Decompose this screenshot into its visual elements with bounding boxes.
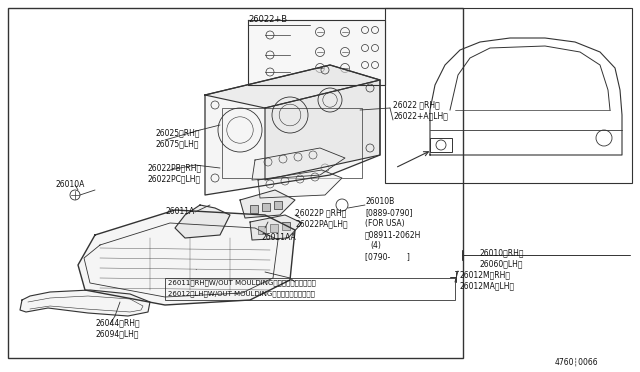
Bar: [262, 203, 270, 211]
Polygon shape: [205, 65, 380, 108]
Text: 26011A: 26011A: [165, 207, 195, 216]
Text: 4760┆0066: 4760┆0066: [555, 358, 598, 367]
Text: 26022+A〈LH〉: 26022+A〈LH〉: [393, 111, 448, 120]
Polygon shape: [250, 215, 302, 240]
Text: 26010〈RH〉: 26010〈RH〉: [480, 248, 525, 257]
Polygon shape: [252, 148, 345, 180]
Polygon shape: [258, 170, 342, 198]
Bar: [430, 138, 452, 152]
Text: 26022+B: 26022+B: [248, 15, 287, 24]
Bar: [385, 8, 632, 183]
Text: 26010B: 26010B: [365, 197, 394, 206]
Bar: [222, 108, 362, 178]
Text: 26022PA〈LH〉: 26022PA〈LH〉: [295, 219, 348, 228]
Text: 26022P 〈RH〉: 26022P 〈RH〉: [295, 208, 346, 217]
Text: [0790-       ]: [0790- ]: [365, 252, 410, 261]
Polygon shape: [248, 20, 385, 85]
Text: 26094〈LH〉: 26094〈LH〉: [95, 329, 138, 338]
Polygon shape: [205, 65, 380, 195]
Text: 26012〈LH〉W/OUT MOULDING（モールディング無）: 26012〈LH〉W/OUT MOULDING（モールディング無）: [168, 290, 315, 296]
Bar: [165, 278, 455, 300]
Bar: [8, 8, 463, 358]
Bar: [250, 205, 258, 213]
Text: 26075〈LH〉: 26075〈LH〉: [155, 139, 198, 148]
Text: .: .: [194, 263, 196, 272]
Text: 26022PC〈LH〉: 26022PC〈LH〉: [148, 174, 201, 183]
Polygon shape: [240, 190, 295, 218]
Text: 26060〈LH〉: 26060〈LH〉: [480, 259, 524, 268]
Bar: [258, 226, 266, 234]
Text: 26022PB〈RH〉: 26022PB〈RH〉: [148, 163, 202, 172]
Polygon shape: [78, 210, 295, 305]
Text: 26011〈RH〉W/OUT MOULDING（モールディング無）: 26011〈RH〉W/OUT MOULDING（モールディング無）: [168, 279, 316, 286]
Text: 26022 〈RH〉: 26022 〈RH〉: [393, 100, 440, 109]
Text: 26044〈RH〉: 26044〈RH〉: [95, 318, 140, 327]
Text: 26012MA〈LH〉: 26012MA〈LH〉: [460, 281, 515, 290]
Bar: [274, 201, 282, 209]
Bar: [282, 222, 290, 230]
Text: ⓝ08911-2062H: ⓝ08911-2062H: [365, 230, 421, 239]
Text: [0889-0790]: [0889-0790]: [365, 208, 413, 217]
Text: 26012M〈RH〉: 26012M〈RH〉: [460, 270, 511, 279]
Text: 26011AA: 26011AA: [262, 233, 297, 242]
Polygon shape: [20, 290, 150, 316]
Polygon shape: [265, 80, 380, 180]
Text: 26025〈RH〉: 26025〈RH〉: [155, 128, 200, 137]
Text: (4): (4): [370, 241, 381, 250]
Text: (FOR USA): (FOR USA): [365, 219, 404, 228]
Bar: [270, 224, 278, 232]
Text: 26010A: 26010A: [55, 180, 84, 189]
Polygon shape: [175, 205, 230, 238]
